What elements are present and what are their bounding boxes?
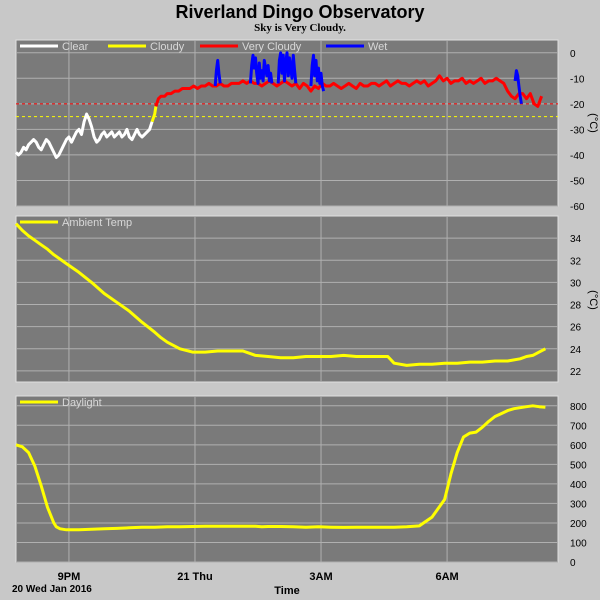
page-subtitle: Sky is Very Cloudy. [254, 22, 346, 34]
sky-legend-label: Wet [368, 41, 387, 53]
sky-series-line [276, 51, 298, 84]
ambient-legend: Ambient Temp [20, 217, 132, 229]
ambient-chart: Ambient Temp 22 24 26 28 30 32 34 (°C) [14, 215, 599, 383]
sky-y-axis-label: (°C) [587, 113, 599, 133]
sky-series-line [150, 106, 158, 123]
date-label: 20 Wed Jan 2016 [12, 584, 92, 595]
x-tick-label: 9PM [58, 571, 81, 583]
daylight-chart-plot-area [15, 395, 559, 563]
ambient-y-tick-label: 26 [570, 323, 582, 334]
x-tick-label: 6AM [435, 571, 458, 583]
daylight-y-tick-label: 0 [570, 558, 576, 569]
sky-series-line [14, 112, 154, 159]
daylight-legend-label: Daylight [62, 397, 102, 409]
ambient-y-tick-label: 28 [570, 301, 582, 312]
sky-y-tick-label: -50 [570, 176, 585, 187]
page-title: Riverland Dingo Observatory [175, 2, 425, 22]
sky-series-line [513, 69, 523, 105]
ambient-chart-plot-area [15, 215, 559, 383]
daylight-y-tick-label: 200 [570, 519, 587, 530]
sky-chart: Clear Cloudy Very Cloudy Wet 0 -10 -20 -30 -40 -… [12, 38, 599, 213]
sky-legend: Clear Cloudy Very Cloudy Wet [20, 41, 387, 53]
daylight-gridlines [16, 396, 558, 563]
daylight-chart: Daylight 0 100 200 300 400 500 600 700 800 9PM 21… [15, 395, 587, 597]
sky-threshold-lines [16, 103, 558, 118]
daylight-y-axis: 0 100 200 300 400 500 600 700 800 [570, 402, 587, 569]
ambient-y-tick-label: 30 [570, 278, 582, 289]
sky-legend-label: Very Cloudy [242, 41, 302, 53]
sky-y-tick-label: 0 [570, 49, 576, 60]
sky-series-line [154, 74, 544, 108]
ambient-y-axis-label: (°C) [587, 290, 599, 310]
daylight-y-tick-label: 800 [570, 402, 587, 413]
sky-legend-label: Clear [62, 41, 89, 53]
daylight-y-tick-label: 600 [570, 441, 587, 452]
x-tick-label: 3AM [309, 571, 332, 583]
ambient-y-tick-label: 24 [570, 345, 582, 356]
sky-series-line [248, 53, 274, 85]
ambient-legend-label: Ambient Temp [62, 217, 132, 229]
daylight-series-group [15, 404, 546, 532]
sky-y-tick-label: -40 [570, 151, 585, 162]
x-axis-title: Time [274, 585, 299, 597]
daylight-y-tick-label: 700 [570, 421, 587, 432]
x-tick-label: 21 Thu [177, 571, 212, 583]
daylight-legend: Daylight [20, 397, 102, 409]
sky-series-line [213, 58, 222, 87]
ambient-y-tick-label: 22 [570, 367, 582, 378]
ambient-y-tick-label: 34 [570, 234, 582, 245]
sky-y-tick-label: -60 [570, 202, 585, 213]
daylight-y-tick-label: 500 [570, 460, 587, 471]
daylight-y-tick-label: 400 [570, 480, 587, 491]
sky-series-line [309, 53, 326, 92]
ambient-series-line [14, 222, 547, 367]
sky-y-axis: 0 -10 -20 -30 -40 -50 -60 [570, 49, 585, 213]
sky-y-tick-label: -20 [570, 100, 585, 111]
ambient-series-group [14, 222, 547, 367]
ambient-gridlines [16, 216, 558, 382]
sky-y-tick-label: -10 [570, 74, 585, 85]
sky-series-group [14, 51, 544, 159]
ambient-y-tick-label: 32 [570, 256, 582, 267]
daylight-y-tick-label: 100 [570, 538, 587, 549]
sky-legend-label: Cloudy [150, 41, 185, 53]
sky-y-tick-label: -30 [570, 125, 585, 136]
daylight-y-tick-label: 300 [570, 499, 587, 510]
daylight-series-line [15, 404, 546, 532]
ambient-y-axis: 22 24 26 28 30 32 34 [570, 234, 582, 378]
daylight-x-axis: 9PM 21 Thu 3AM 6AM [58, 571, 459, 583]
